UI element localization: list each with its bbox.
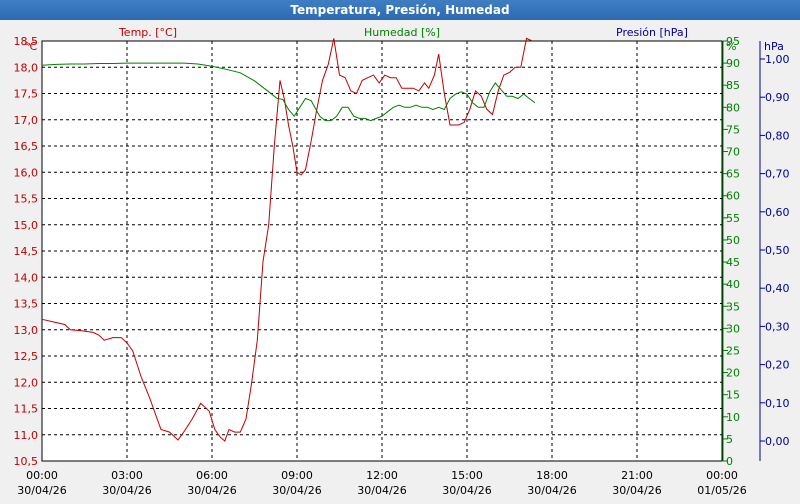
temp-tick-label: 11,0 [14, 429, 39, 442]
pres-tick-label: 0,70 [765, 168, 790, 181]
pres-tick-label: 0,00 [765, 435, 790, 448]
hum-tick-label: 50 [726, 234, 740, 247]
x-tick-label-date: 01/05/26 [697, 484, 746, 497]
hum-tick-label: 5 [726, 433, 733, 446]
x-tick-label-time: 03:00 [111, 469, 143, 482]
hum-tick-label: 60 [726, 190, 740, 203]
x-tick-label-date: 30/04/26 [357, 484, 406, 497]
pres-tick-label: 0,20 [765, 359, 790, 372]
x-tick-label-date: 30/04/26 [102, 484, 151, 497]
hum-tick-label: 90 [726, 57, 740, 70]
hum-tick-label: 85 [726, 79, 740, 92]
chart-area: 10,5 11,0 11,5 12,0 12,5 13,0 13,5 14,0 14,5 15,0… [0, 20, 800, 500]
x-tick-label-time: 00:00 [706, 469, 738, 482]
hum-tick-label: 45 [726, 256, 740, 269]
x-tick-label-time: 15:00 [451, 469, 483, 482]
pres-tick-label: 0,80 [765, 129, 790, 142]
hum-tick-label: 20 [726, 367, 740, 380]
hum-tick-label: 55 [726, 212, 740, 225]
hum-tick-label: 15 [726, 389, 740, 402]
pres-tick-label: 0,30 [765, 320, 790, 333]
x-tick-label-date: 30/04/26 [17, 484, 66, 497]
temp-unit-label: °C [24, 40, 38, 53]
x-tick-label-date: 30/04/26 [187, 484, 236, 497]
x-tick-label-time: 09:00 [281, 469, 313, 482]
x-tick-label-time: 06:00 [196, 469, 228, 482]
x-tick-label-date: 30/04/26 [612, 484, 661, 497]
pres-tick-label: 1,00 [765, 53, 790, 66]
temp-tick-label: 16,5 [14, 140, 39, 153]
hum-unit-label: % [726, 40, 736, 53]
x-tick-label-time: 00:00 [26, 469, 58, 482]
hum-tick-label: 30 [726, 322, 740, 335]
temp-tick-label: 11,5 [14, 403, 39, 416]
hum-tick-label: 70 [726, 146, 740, 159]
hum-tick-label: 40 [726, 278, 740, 291]
hum-tick-label: 35 [726, 300, 740, 313]
pres-axis-title: Presión [hPa] [616, 26, 688, 39]
hum-tick-label: 95 [726, 35, 740, 48]
hum-tick-label: 10 [726, 411, 740, 424]
temp-tick-label: 14,5 [14, 245, 39, 258]
temp-tick-label: 17,0 [14, 114, 39, 127]
temp-axis-title: Temp. [°C] [118, 26, 177, 39]
pres-tick-label: 0,60 [765, 206, 790, 219]
pres-tick-label: 0,50 [765, 244, 790, 257]
temp-tick-label: 13,5 [14, 298, 39, 311]
hum-tick-label: 80 [726, 101, 740, 114]
pres-tick-label: 0,10 [765, 397, 790, 410]
temp-tick-label: 12,0 [14, 376, 39, 389]
temp-tick-label: 18,5 [14, 35, 39, 48]
temperature-series-line [41, 37, 533, 442]
temp-tick-label: 13,0 [14, 324, 39, 337]
pres-unit-label: hPa [764, 40, 784, 53]
x-tick-label-date: 30/04/26 [527, 484, 576, 497]
chart-title: Temperatura, Presión, Humedad [0, 0, 800, 20]
temp-tick-label: 16,0 [14, 166, 39, 179]
hum-tick-label: 25 [726, 344, 740, 357]
chart-svg: 10,5 11,0 11,5 12,0 12,5 13,0 13,5 14,0 14,5 15,0… [14, 26, 790, 497]
hum-tick-label: 0 [726, 455, 733, 468]
temp-tick-label: 18,0 [14, 61, 39, 74]
temp-tick-label: 15,0 [14, 219, 39, 232]
x-tick-label-date: 30/04/26 [442, 484, 491, 497]
temp-tick-label: 15,5 [14, 193, 39, 206]
temp-tick-label: 14,0 [14, 271, 39, 284]
hum-axis-title: Humedad [%] [364, 26, 440, 39]
x-tick-label-time: 21:00 [621, 469, 653, 482]
x-tick-label-time: 12:00 [366, 469, 398, 482]
hum-tick-label: 75 [726, 123, 740, 136]
x-tick-label-date: 30/04/26 [272, 484, 321, 497]
x-tick-label-time: 18:00 [536, 469, 568, 482]
hum-tick-label: 65 [726, 168, 740, 181]
temp-tick-label: 10,5 [14, 455, 39, 468]
humidity-series-line [41, 62, 536, 122]
temp-tick-label: 12,5 [14, 350, 39, 363]
temp-tick-label: 17,5 [14, 88, 39, 101]
pres-tick-label: 0,90 [765, 91, 790, 104]
pres-tick-label: 0,40 [765, 282, 790, 295]
